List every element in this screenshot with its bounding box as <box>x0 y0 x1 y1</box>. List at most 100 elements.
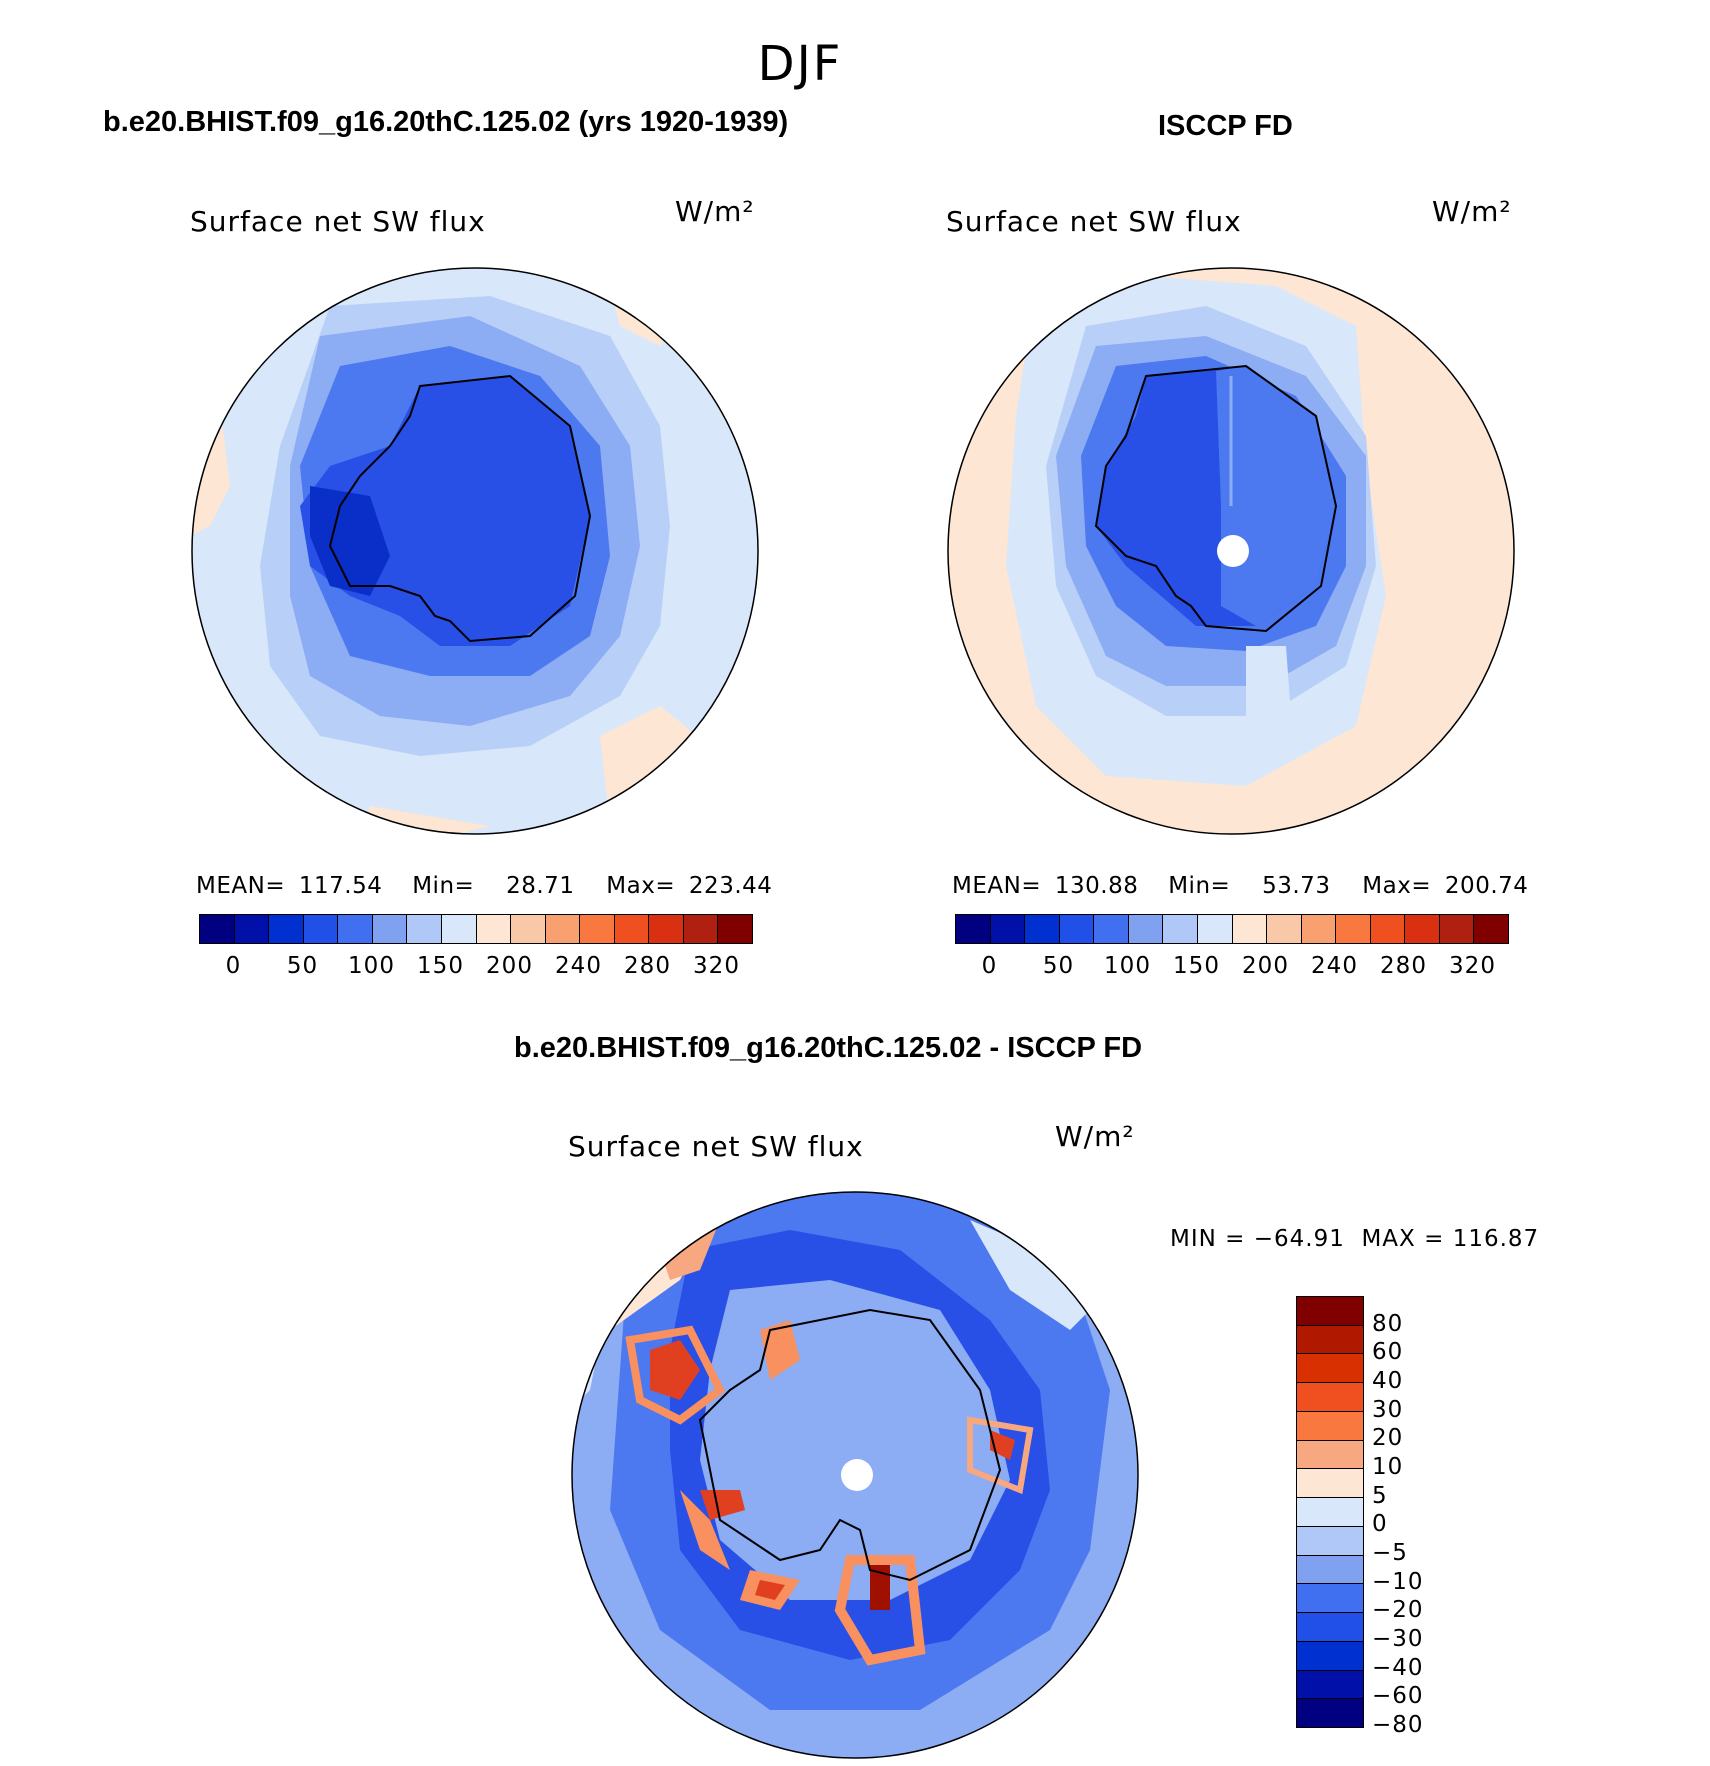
panel-title-diff: b.e20.BHIST.f09_g16.20thC.125.02 - ISCCP… <box>514 1032 1143 1064</box>
colorbar-segment <box>544 915 580 943</box>
colorbar-tick-label: −80 <box>1372 1712 1424 1738</box>
colorbar-tick-label: 30 <box>1372 1396 1404 1423</box>
colorbar-segment <box>1024 915 1059 943</box>
colorbar-segment <box>717 915 752 943</box>
colorbar-segment <box>510 915 545 943</box>
colorbar-tick-label: −60 <box>1372 1683 1424 1710</box>
colorbar-segment <box>1093 915 1128 943</box>
colorbar-segment <box>1297 1497 1363 1526</box>
colorbar-tick-label: 200 <box>486 953 533 979</box>
colorbar-tick-label: 100 <box>1104 953 1151 979</box>
colorbar-ticks-obs: 0 50 100 150 200 240 280 320 <box>955 953 1507 983</box>
colorbar-segment <box>1404 915 1439 943</box>
colorbar-segment <box>1297 1554 1363 1584</box>
colorbar-tick-label: 240 <box>1311 953 1358 979</box>
colorbar-segment <box>1297 1612 1363 1641</box>
colorbar-segment <box>1127 915 1163 943</box>
colorbar-segment <box>337 915 372 943</box>
colorbar-segment <box>956 915 990 943</box>
min-label: Min= <box>1168 873 1231 899</box>
min-value: 28.71 <box>506 873 575 899</box>
colorbar-segment <box>1297 1297 1363 1325</box>
colorbar-segment <box>1335 915 1370 943</box>
colorbar-segment <box>1297 1324 1363 1354</box>
colorbar-segment <box>1297 1698 1363 1728</box>
colorbar-ticks-diff: 80 60 40 30 20 10 5 0 −5 −10 −20 −30 −40 −60 −80 <box>1372 1296 1452 1738</box>
stats-row: MEAN= 130.88 Min= 53.73 Max= 200.74 <box>952 873 1528 899</box>
mean-value: 130.88 <box>1054 873 1139 899</box>
colorbar-tick-label: −40 <box>1372 1654 1424 1681</box>
colorbar-tick-label: 0 <box>225 953 242 979</box>
colorbar-diff <box>1296 1296 1364 1728</box>
colorbar-segment <box>233 915 269 943</box>
colorbar-segment <box>1297 1410 1363 1440</box>
colorbar-segment <box>579 915 614 943</box>
mean-label: MEAN= <box>196 873 286 899</box>
colorbar-tick-label: 280 <box>624 953 671 979</box>
panel-title-obs: ISCCP FD <box>1158 110 1293 142</box>
colorbar-tick-label: 40 <box>1372 1368 1404 1394</box>
colorbar-segment <box>1473 915 1508 943</box>
colorbar-segment <box>1058 915 1094 943</box>
mean-label: MEAN= <box>952 873 1042 899</box>
colorbar-tick-label: 200 <box>1242 953 1289 979</box>
map-diff <box>571 1191 1139 1759</box>
colorbar-segment <box>1297 1439 1363 1469</box>
colorbar-segment <box>613 915 649 943</box>
minmax-label: MIN = −64.91 MAX = 116.87 <box>1170 1226 1540 1252</box>
colorbar-tick-label: 50 <box>1042 953 1075 979</box>
units-label: W/m² <box>1432 195 1512 228</box>
colorbar-segment <box>371 915 407 943</box>
colorbar-tick-label: 0 <box>1372 1511 1388 1538</box>
colorbar-segment <box>1297 1583 1363 1613</box>
colorbar-segment <box>475 915 511 943</box>
colorbar-tick-label: 150 <box>417 953 464 979</box>
units-label: W/m² <box>1055 1120 1135 1153</box>
colorbar-segment <box>1369 915 1405 943</box>
max-value: 200.74 <box>1444 873 1529 899</box>
colorbar-segment <box>648 915 683 943</box>
colorbar-segment <box>1196 915 1232 943</box>
colorbar-segment <box>302 915 338 943</box>
colorbar-tick-label: 60 <box>1372 1339 1404 1366</box>
colorbar-tick-label: −20 <box>1372 1597 1424 1624</box>
colorbar-segment <box>1297 1525 1363 1555</box>
colorbar-tick-label: 80 <box>1372 1310 1404 1337</box>
mean-value: 117.54 <box>298 873 383 899</box>
colorbar-tick-label: 50 <box>286 953 319 979</box>
colorbar-model <box>199 914 753 944</box>
colorbar-segment <box>268 915 303 943</box>
field-label: Surface net SW flux <box>190 205 486 238</box>
colorbar-segment <box>1297 1468 1363 1498</box>
colorbar-tick-label: 100 <box>348 953 395 979</box>
min-value: 53.73 <box>1262 873 1331 899</box>
stats-row: MEAN= 117.54 Min= 28.71 Max= 223.44 <box>196 873 772 899</box>
colorbar-segment <box>1297 1669 1363 1699</box>
max-label: Max= <box>1362 873 1432 899</box>
colorbar-tick-label: −5 <box>1372 1540 1408 1566</box>
colorbar-tick-label: 320 <box>1449 953 1496 979</box>
panel-title-model: b.e20.BHIST.f09_g16.20thC.125.02 (yrs 19… <box>103 106 789 138</box>
max-label: Max= <box>606 873 676 899</box>
colorbar-tick-label: 5 <box>1372 1482 1388 1509</box>
colorbar-tick-label: 10 <box>1372 1454 1404 1480</box>
colorbar-obs <box>955 914 1509 944</box>
colorbar-segment <box>1297 1353 1363 1383</box>
colorbar-segment <box>1300 915 1336 943</box>
colorbar-segment <box>1438 915 1474 943</box>
page-title: DJF <box>757 36 843 92</box>
colorbar-segment <box>1266 915 1301 943</box>
colorbar-segment <box>1231 915 1267 943</box>
colorbar-tick-label: 0 <box>981 953 998 979</box>
colorbar-segment <box>1297 1640 1363 1670</box>
map-obs <box>947 267 1515 835</box>
colorbar-tick-label: 240 <box>555 953 602 979</box>
colorbar-tick-label: 320 <box>693 953 740 979</box>
map-model <box>191 267 759 835</box>
colorbar-segment <box>440 915 476 943</box>
colorbar-tick-label: 20 <box>1372 1425 1404 1452</box>
colorbar-segment <box>682 915 718 943</box>
colorbar-segment <box>1162 915 1197 943</box>
colorbar-tick-label: 150 <box>1173 953 1220 979</box>
units-label: W/m² <box>675 195 755 228</box>
